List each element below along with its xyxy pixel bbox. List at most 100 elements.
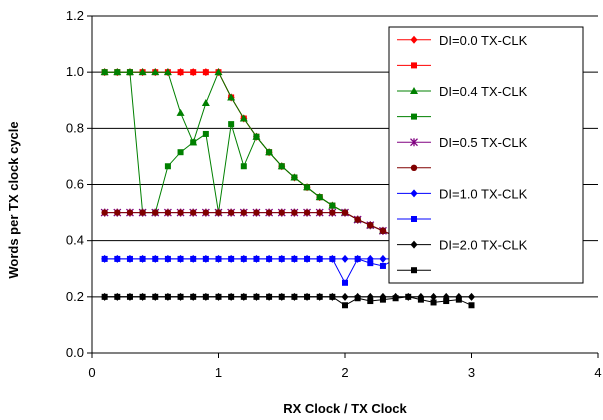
data-point [240, 209, 247, 216]
y-tick-label: 0.8 [66, 120, 84, 135]
legend-label: DI=1.0 TX-CLK [439, 186, 528, 201]
data-point [329, 209, 336, 216]
data-point [177, 149, 184, 156]
data-point [101, 255, 108, 262]
data-point [202, 69, 209, 76]
legend-item [397, 164, 431, 171]
data-point [152, 209, 159, 216]
data-point [176, 108, 185, 116]
y-axis-label: Words per TX clock cycle [6, 121, 21, 278]
data-point [468, 292, 475, 301]
data-point [430, 299, 437, 306]
data-point [379, 296, 386, 303]
y-tick-label: 0.4 [66, 233, 84, 248]
legend-label: DI=2.0 TX-CLK [439, 238, 528, 253]
legend-item [397, 113, 431, 120]
data-point [139, 293, 146, 300]
data-point [367, 260, 374, 267]
legend-marker [410, 240, 418, 249]
data-point [177, 293, 184, 300]
data-point [201, 99, 210, 107]
data-point [228, 255, 235, 262]
data-point [443, 298, 450, 305]
data-point [139, 209, 146, 216]
data-point [202, 130, 209, 137]
x-tick-label: 0 [88, 365, 95, 380]
legend: DI=0.0 TX-CLK DI=0.4 TX-CLK DI=0.5 TX-CLK D… [388, 26, 584, 284]
data-point [101, 293, 108, 300]
data-point [239, 114, 248, 122]
data-point [190, 293, 197, 300]
data-point [329, 255, 336, 262]
data-point [291, 174, 298, 181]
data-point [177, 255, 184, 262]
legend-marker [410, 164, 418, 171]
legend-marker [411, 267, 417, 274]
data-point [138, 68, 147, 76]
legend-marker [410, 138, 418, 147]
legend-label: DI=0.0 TX-CLK [439, 33, 528, 48]
data-point [316, 293, 323, 300]
data-point [329, 202, 336, 209]
data-point [266, 255, 273, 262]
data-point [139, 255, 146, 262]
legend-item: DI=0.5 TX-CLK [397, 135, 528, 150]
data-point [278, 209, 285, 216]
data-point [304, 184, 311, 191]
data-point [405, 293, 412, 300]
legend-marker [411, 216, 417, 222]
data-point [126, 209, 134, 216]
axes: 0.0 0.2 0.4 0.6 0.8 1.0 1.2 0 1 2 3 4 [66, 8, 602, 380]
data-point [114, 255, 121, 262]
data-point [291, 293, 298, 300]
series-line [104, 296, 472, 306]
legend-item [397, 62, 431, 69]
data-point [341, 209, 349, 216]
legend-item: DI=0.0 TX-CLK [397, 33, 528, 48]
data-point [253, 293, 260, 300]
data-point [164, 293, 171, 300]
y-tick-label: 1.2 [66, 8, 84, 23]
data-point [278, 255, 285, 262]
data-point [253, 133, 260, 140]
data-point [190, 209, 197, 216]
legend-marker [411, 113, 417, 120]
data-point [417, 296, 424, 303]
data-point [367, 298, 374, 305]
data-point [354, 295, 361, 302]
legend-box [388, 26, 584, 284]
data-point [240, 255, 247, 262]
data-point [126, 69, 133, 76]
data-point [468, 302, 475, 309]
y-tick-label: 0.6 [66, 177, 84, 192]
data-point [228, 121, 235, 128]
data-point [114, 293, 121, 300]
legend-marker [410, 87, 418, 94]
data-point [101, 209, 108, 216]
data-point [379, 262, 386, 269]
data-point [342, 302, 348, 309]
data-point [367, 222, 374, 229]
data-point [265, 209, 273, 216]
data-point [253, 209, 260, 216]
data-point [164, 209, 172, 216]
data-point [379, 254, 387, 263]
legend-item [397, 267, 431, 274]
data-point [455, 296, 462, 303]
data-point [430, 292, 438, 301]
y-tick-label: 0.2 [66, 289, 84, 304]
data-point [151, 68, 160, 76]
data-point [291, 209, 298, 216]
data-point [177, 209, 184, 216]
data-point [354, 255, 361, 262]
y-tick-label: 0.0 [66, 345, 84, 360]
data-point [152, 293, 159, 300]
legend-item: DI=1.0 TX-CLK [397, 186, 528, 201]
data-point [177, 69, 184, 76]
data-point [190, 139, 197, 146]
x-tick-label: 3 [468, 365, 475, 380]
x-tick-label: 2 [341, 365, 348, 380]
data-point [152, 255, 159, 262]
legend-marker [411, 62, 417, 69]
